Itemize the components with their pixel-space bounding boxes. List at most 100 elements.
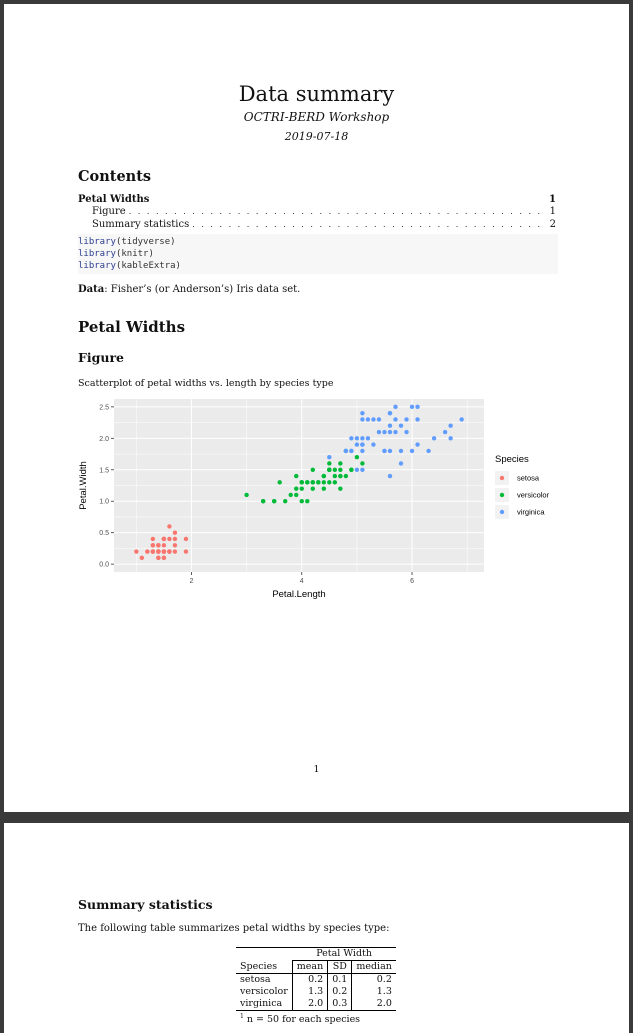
point-setosa [156, 543, 161, 548]
toc-leader: . . . . . . . . . . . . . . . . . . . . … [128, 207, 543, 216]
table-cell: 0.3 [327, 998, 352, 1011]
table-cell: 2.0 [291, 998, 328, 1011]
point-versicolor [305, 480, 310, 485]
table-cell: 0.2 [291, 973, 328, 986]
table-cell: 1.3 [291, 986, 328, 998]
point-virginica [404, 429, 409, 435]
point-virginica [382, 429, 387, 435]
point-versicolor [349, 467, 354, 472]
toc-heading: Contents [78, 168, 152, 185]
toc-entry-petal-widths[interactable]: Petal Widths 1 [78, 194, 556, 205]
point-versicolor [294, 492, 299, 498]
point-versicolor [310, 467, 315, 472]
point-virginica [365, 436, 371, 441]
point-versicolor [327, 467, 332, 472]
code-argument: (tidyverse) [115, 237, 176, 247]
y-tick-label: 1.5 [99, 467, 109, 474]
point-versicolor [283, 499, 288, 504]
y-tick-label: 0.0 [99, 562, 109, 569]
point-versicolor [321, 480, 327, 485]
y-tick-label: 2.5 [99, 404, 109, 411]
point-versicolor [354, 454, 360, 460]
point-virginica [349, 448, 354, 454]
table-row: virginica 2.0 0.3 2.0 [236, 998, 396, 1011]
point-versicolor [310, 480, 315, 485]
figure-caption: Scatterplot of petal widths vs. length b… [78, 378, 334, 389]
toc-entry-figure[interactable]: Figure . . . . . . . . . . . . . . . . .… [78, 206, 556, 217]
point-setosa [161, 543, 167, 548]
point-versicolor [294, 486, 299, 491]
table-cell: 2.0 [351, 998, 396, 1011]
y-tick-label: 1.0 [99, 499, 109, 506]
point-virginica [360, 417, 365, 422]
point-versicolor [271, 499, 277, 504]
point-setosa [156, 555, 161, 561]
point-virginica [354, 436, 360, 441]
code-block: library(tidyverse) library(knitr) librar… [78, 234, 558, 274]
point-virginica [354, 467, 360, 472]
point-virginica [360, 410, 365, 416]
point-virginica [415, 417, 420, 422]
point-virginica [387, 448, 393, 454]
point-versicolor [310, 486, 315, 491]
point-setosa [172, 530, 178, 535]
code-function: library [78, 237, 116, 247]
scatter-plot: 2 4 6 0.0 0.5 1.0 1.5 2.0 2.5 Petal.Length Petal… [78, 399, 550, 600]
point-virginica [360, 442, 365, 447]
point-versicolor [316, 480, 321, 485]
point-virginica [431, 436, 437, 441]
point-setosa [150, 536, 156, 542]
point-virginica [426, 448, 431, 454]
summary-intro: The following table summarizes petal wid… [78, 923, 390, 934]
plot-axes: 2 4 6 0.0 0.5 1.0 1.5 2.0 2.5 [99, 404, 414, 585]
point-virginica [349, 436, 354, 441]
point-setosa [134, 549, 139, 554]
x-tick-label: 4 [300, 578, 304, 585]
table-cell: versicolor [240, 986, 288, 997]
legend-label: virginica [517, 508, 545, 517]
point-virginica [442, 429, 448, 435]
point-virginica [448, 436, 453, 441]
point-setosa [150, 549, 156, 554]
point-setosa [167, 524, 172, 529]
point-versicolor [338, 461, 343, 466]
point-virginica [387, 423, 393, 428]
point-versicolor [294, 473, 299, 479]
point-virginica [365, 417, 371, 422]
table-col-header: mean [291, 960, 328, 974]
point-virginica [387, 410, 393, 416]
table-cell: 0.1 [327, 973, 352, 986]
point-versicolor [288, 492, 293, 498]
point-setosa [139, 555, 145, 561]
legend-dot-virginica [499, 509, 505, 515]
point-versicolor [332, 473, 338, 479]
table-group-header: Petal Width [292, 947, 396, 961]
point-setosa [167, 536, 172, 542]
point-versicolor [338, 486, 343, 491]
point-virginica [327, 454, 332, 460]
table-col-header: Species [236, 960, 293, 974]
toc-entry-summary-statistics[interactable]: Summary statistics . . . . . . . . . . .… [78, 219, 556, 230]
point-versicolor [338, 473, 343, 479]
plot-points [134, 404, 464, 561]
toc-entry-page: 2 [549, 219, 556, 230]
x-tick-label: 2 [190, 578, 194, 585]
point-virginica [448, 423, 453, 428]
point-virginica [376, 429, 382, 435]
point-versicolor [260, 499, 266, 504]
point-virginica [371, 442, 376, 447]
point-virginica [398, 448, 404, 454]
toc-entry-label: Figure [92, 206, 126, 217]
point-virginica [360, 467, 365, 472]
doc-subtitle: OCTRI-BERD Workshop [243, 110, 390, 124]
point-versicolor [305, 499, 310, 504]
point-virginica [393, 404, 398, 410]
footnote-text: n = 50 for each species [246, 1014, 361, 1026]
point-setosa [161, 549, 167, 554]
point-versicolor [338, 467, 343, 472]
table-cell: virginica [236, 998, 293, 1011]
point-virginica [387, 429, 393, 435]
point-virginica [393, 417, 398, 422]
legend: setosa versicolor virginica [495, 471, 550, 519]
point-versicolor [321, 486, 327, 491]
